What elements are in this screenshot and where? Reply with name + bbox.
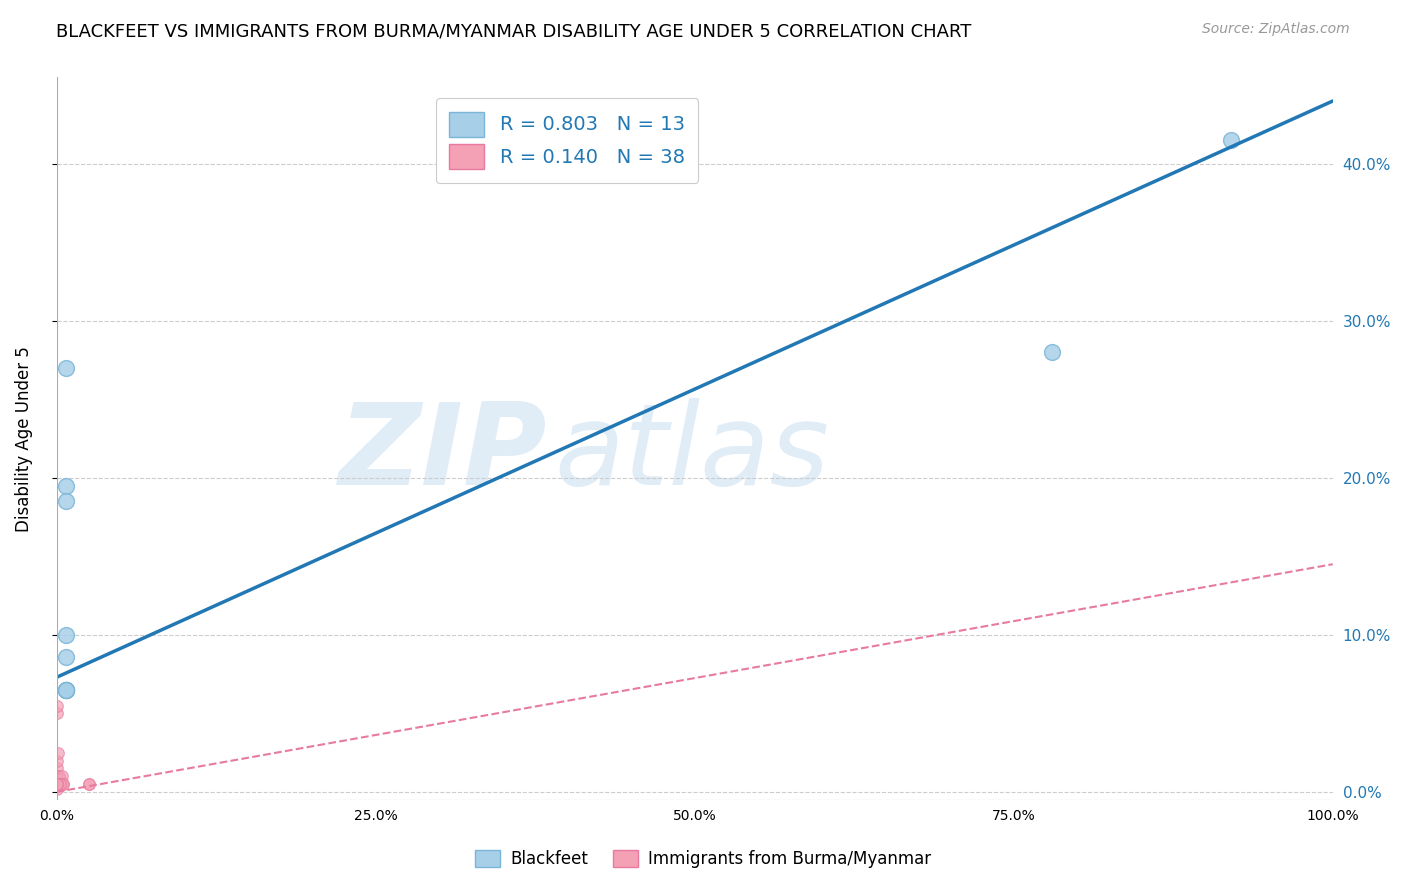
Point: [46, 777, 69, 791]
Point: [46, 746, 69, 760]
Point: [55, 649, 77, 664]
Point: [55, 682, 77, 697]
Point: [55, 682, 77, 697]
Y-axis label: Disability Age Under 5: Disability Age Under 5: [15, 346, 32, 532]
Point: [46, 769, 69, 783]
Point: [1219, 133, 1241, 147]
Point: [55, 682, 77, 697]
Point: [45, 777, 67, 791]
Point: [55, 479, 77, 493]
Point: [55, 682, 77, 697]
Point: [77, 777, 100, 791]
Point: [45, 777, 67, 791]
Legend: Blackfeet, Immigrants from Burma/Myanmar: Blackfeet, Immigrants from Burma/Myanmar: [468, 843, 938, 875]
Point: [45, 777, 67, 791]
Point: [55, 682, 77, 697]
Point: [48, 769, 70, 783]
Point: [51, 769, 73, 783]
Point: [46, 777, 69, 791]
Point: [45, 777, 67, 791]
Point: [52, 777, 75, 791]
Point: [45, 761, 67, 775]
Point: [45, 777, 67, 791]
Point: [55, 494, 77, 508]
Point: [45, 781, 67, 796]
Point: [45, 706, 67, 721]
Text: atlas: atlas: [554, 398, 830, 508]
Point: [55, 628, 77, 642]
Point: [48, 777, 70, 791]
Legend: R = 0.803   N = 13, R = 0.140   N = 38: R = 0.803 N = 13, R = 0.140 N = 38: [436, 98, 699, 183]
Point: [46, 777, 69, 791]
Point: [46, 777, 69, 791]
Point: [49, 772, 72, 787]
Point: [45, 777, 67, 791]
Point: [52, 777, 75, 791]
Point: [45, 777, 67, 791]
Point: [45, 769, 67, 783]
Text: BLACKFEET VS IMMIGRANTS FROM BURMA/MYANMAR DISABILITY AGE UNDER 5 CORRELATION CH: BLACKFEET VS IMMIGRANTS FROM BURMA/MYANM…: [56, 22, 972, 40]
Point: [45, 698, 67, 713]
Point: [49, 777, 72, 791]
Point: [48, 777, 70, 791]
Point: [55, 360, 77, 375]
Text: Source: ZipAtlas.com: Source: ZipAtlas.com: [1202, 22, 1350, 37]
Point: [49, 777, 72, 791]
Point: [45, 777, 67, 791]
Point: [1040, 345, 1063, 359]
Point: [45, 777, 67, 791]
Point: [55, 682, 77, 697]
Point: [46, 777, 69, 791]
Point: [51, 777, 73, 791]
Point: [48, 777, 70, 791]
Point: [48, 777, 70, 791]
Point: [45, 754, 67, 768]
Point: [77, 777, 100, 791]
Point: [45, 777, 67, 791]
Text: ZIP: ZIP: [339, 398, 548, 508]
Point: [46, 777, 69, 791]
